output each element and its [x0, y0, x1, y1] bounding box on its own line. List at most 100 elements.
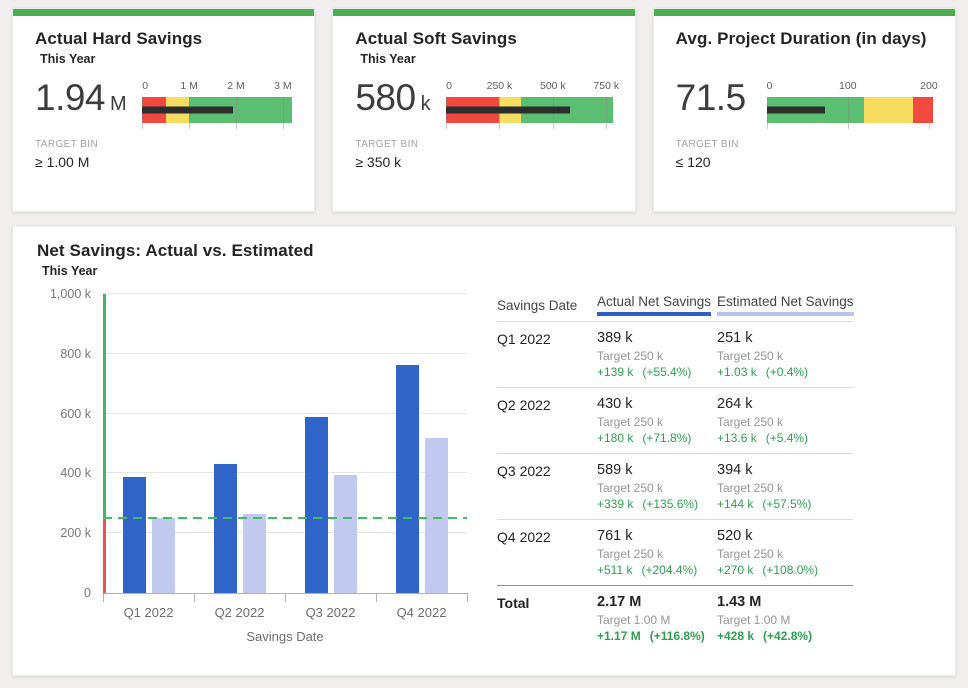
bullet-tick-label: 3 M — [274, 79, 292, 92]
bar-actual-net-savings-q4-2022[interactable] — [395, 365, 419, 593]
estimated-delta-percent: (+42.8%) — [763, 629, 813, 643]
target-reference-line — [103, 517, 467, 520]
bullet-tick-label: 0 — [446, 79, 452, 92]
bullet-measure-bar — [446, 106, 570, 113]
estimated-metric-cell: 520 k Target 250 k +270 k (+108.0%) — [717, 528, 853, 577]
estimated-delta: +428 k (+42.8%) — [717, 630, 853, 643]
y-axis-label: 400 k — [60, 466, 91, 481]
estimated-metric-cell: 1.43 M Target 1.00 M +428 k (+42.8%) — [717, 594, 853, 643]
table-row-q1-2022[interactable]: Q1 2022 389 k Target 250 k +139 k (+55.4%) 25… — [497, 321, 853, 387]
actual-target: Target 250 k — [597, 481, 664, 495]
bar-estimated-net-savings-q3-2022[interactable] — [333, 475, 357, 593]
actual-value: 389 k — [597, 330, 633, 346]
chart-and-table: 0 200 k 400 k 600 k 800 k 1,000 k Q1 2022 Q2 2… — [37, 287, 931, 651]
bullet-tick-label: 200 — [920, 79, 938, 92]
bullet-axis: 0 1 M 2 M 3 M — [142, 80, 292, 95]
x-axis-label-q3-2022: Q3 2022 — [305, 605, 356, 620]
bar-actual-net-savings-q2-2022[interactable] — [213, 464, 237, 593]
y-axis-label: 1,000 k — [49, 287, 91, 301]
target-bin-label: TARGET BIN — [35, 139, 99, 150]
estimated-target: Target 250 k — [717, 349, 784, 363]
estimated-value: 520 k — [717, 528, 753, 544]
chart-subtitle: This Year — [42, 264, 98, 278]
column-header-estimated-net-savings[interactable]: Estimated Net Savings — [717, 294, 854, 316]
kpi-value-row: 71.5 0 100 200 — [676, 76, 938, 129]
column-header-actual-net-savings[interactable]: Actual Net Savings — [597, 294, 717, 316]
kpi-value: 71.5 — [676, 76, 751, 126]
x-axis-label-q1-2022: Q1 2022 — [123, 605, 174, 620]
bar-estimated-net-savings-q1-2022[interactable] — [151, 517, 175, 593]
bullet-tick-label: 750 k — [593, 79, 620, 92]
bar-actual-net-savings-q1-2022[interactable] — [122, 476, 146, 593]
actual-delta: +180 k (+71.8%) — [597, 432, 717, 445]
estimated-delta-amount: +144 k — [717, 497, 754, 511]
actual-target: Target 1.00 M — [597, 613, 671, 627]
bullet-chart: 0 250 k 500 k 750 k — [446, 79, 619, 129]
target-bin-label: TARGET BIN — [355, 139, 419, 150]
card-accent-bar — [653, 9, 955, 16]
target-bin-value: ≥ 1.00 M — [35, 154, 90, 170]
kpi-card-body: Actual Soft Savings This Year 580 k 0 250 k 50… — [333, 16, 634, 170]
estimated-delta-percent: (+5.4%) — [765, 431, 809, 445]
kpi-value-row: 580 k 0 250 k 500 k 750 k — [355, 76, 619, 129]
estimated-delta-amount: +13.6 k — [717, 431, 757, 445]
bar-actual-net-savings-q3-2022[interactable] — [304, 416, 328, 593]
bullet-tick — [606, 96, 608, 129]
column-header-savings-date[interactable]: Savings Date — [497, 298, 597, 316]
x-axis-label-q4-2022: Q4 2022 — [396, 605, 447, 620]
x-axis-tick — [285, 593, 286, 602]
bullet-tick — [236, 96, 238, 129]
target-bin-value: ≥ 350 k — [355, 154, 402, 170]
bullet-chart: 0 100 200 — [766, 80, 938, 129]
actual-metric-cell: 430 k Target 250 k +180 k (+71.8%) — [597, 396, 717, 445]
bullet-tick-label: 250 k — [486, 79, 513, 92]
bar-chart: 0 200 k 400 k 600 k 800 k 1,000 k Q1 2022 Q2 2… — [37, 287, 468, 651]
y-axis-line-above-target — [103, 294, 106, 519]
estimated-target: Target 1.00 M — [717, 613, 791, 627]
row-label: Total — [497, 595, 530, 611]
actual-delta-amount: +339 k — [597, 497, 634, 511]
kpi-card-body: Actual Hard Savings This Year 1.94 M 0 1 M 2 M… — [13, 16, 314, 170]
target-bin-label: TARGET BIN — [675, 139, 739, 150]
x-axis-tick — [194, 593, 195, 602]
kpi-value-unit: M — [110, 93, 127, 115]
kpi-value-number: 1.94 — [35, 77, 106, 118]
row-label: Q4 2022 — [497, 529, 551, 545]
estimated-delta: +13.6 k (+5.4%) — [717, 432, 853, 445]
table-row-total[interactable]: Total 2.17 M Target 1.00 M +1.17 M (+116.8%)… — [497, 585, 853, 651]
x-axis-tick — [376, 593, 377, 602]
row-label: Q1 2022 — [497, 331, 551, 347]
estimated-delta-percent: (+108.0%) — [762, 563, 819, 577]
table-row-q4-2022[interactable]: Q4 2022 761 k Target 250 k +511 k (+204.4%) 5… — [497, 519, 853, 585]
bar-estimated-net-savings-q4-2022[interactable] — [424, 437, 448, 593]
actual-delta: +139 k (+55.4%) — [597, 366, 717, 379]
estimated-metric-cell: 394 k Target 250 k +144 k (+57.5%) — [717, 462, 853, 511]
estimated-delta-percent: (+0.4%) — [765, 365, 809, 379]
chart-title: Net Savings: Actual vs. Estimated — [37, 241, 314, 260]
kpi-card-row: Actual Hard Savings This Year 1.94 M 0 1 M 2 M… — [12, 8, 956, 212]
kpi-value-unit: k — [420, 93, 431, 115]
kpi-title: Avg. Project Duration (in days) — [675, 29, 927, 48]
actual-target: Target 250 k — [597, 349, 664, 363]
table-row-q2-2022[interactable]: Q2 2022 430 k Target 250 k +180 k (+71.8%) 26… — [497, 387, 853, 453]
bar-estimated-net-savings-q2-2022[interactable] — [242, 514, 266, 593]
bullet-axis: 0 100 200 — [767, 80, 938, 95]
actual-delta: +339 k (+135.6%) — [597, 498, 717, 511]
estimated-delta-percent: (+57.5%) — [762, 497, 812, 511]
y-axis-label: 0 — [84, 586, 91, 600]
actual-target: Target 250 k — [597, 415, 664, 429]
actual-metric-cell: 761 k Target 250 k +511 k (+204.4%) — [597, 528, 717, 577]
actual-value: 761 k — [597, 528, 633, 544]
actual-delta-percent: (+204.4%) — [641, 563, 698, 577]
table-row-q3-2022[interactable]: Q3 2022 589 k Target 250 k +339 k (+135.6%) 3… — [497, 453, 853, 519]
kpi-card-body: Avg. Project Duration (in days) 71.5 0 100 2… — [654, 16, 955, 170]
actual-value: 430 k — [597, 396, 633, 412]
column-header-label: Actual Net Savings — [597, 294, 712, 316]
estimated-delta-amount: +1.03 k — [717, 365, 757, 379]
kpi-value: 580 k — [355, 76, 430, 126]
card-accent-bar — [13, 9, 315, 16]
y-axis-label: 800 k — [60, 346, 91, 361]
estimated-metric-cell: 264 k Target 250 k +13.6 k (+5.4%) — [717, 396, 853, 445]
estimated-target: Target 250 k — [717, 481, 784, 495]
y-axis-label: 600 k — [60, 406, 91, 421]
